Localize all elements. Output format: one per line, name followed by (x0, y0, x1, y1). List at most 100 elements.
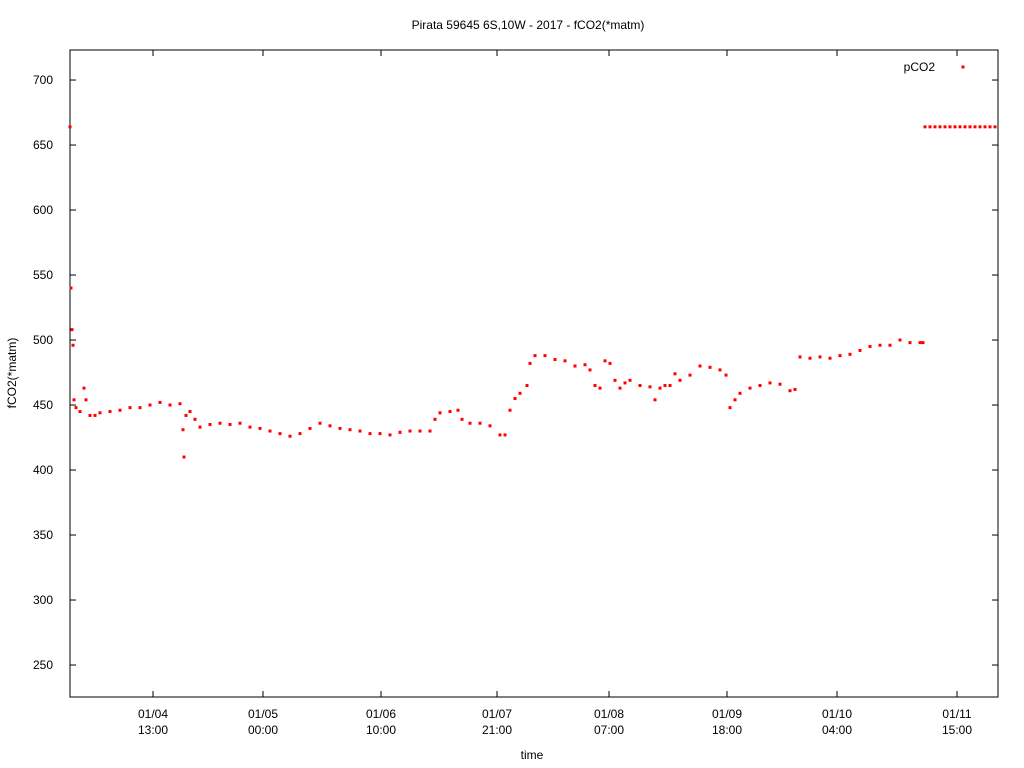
data-point (82, 386, 86, 390)
y-axis-label: fCO2(*matm) (5, 338, 19, 409)
data-point (298, 432, 302, 436)
data-point (858, 348, 862, 352)
data-point (378, 432, 382, 436)
data-point (938, 125, 942, 129)
data-point (973, 125, 977, 129)
data-point (138, 406, 142, 410)
data-point (673, 372, 677, 376)
data-point (348, 428, 352, 432)
data-point (368, 432, 372, 436)
data-point (988, 125, 992, 129)
data-point (648, 385, 652, 389)
data-point (768, 381, 772, 385)
data-point (588, 368, 592, 372)
data-point (508, 408, 512, 412)
data-point (758, 384, 762, 388)
data-point (278, 432, 282, 436)
data-point (798, 355, 802, 359)
data-point (358, 429, 362, 433)
data-point (98, 411, 102, 415)
data-point (908, 341, 912, 345)
x-tick-label: 01/06 10:00 (365, 707, 397, 737)
data-point (181, 428, 185, 432)
data-point (638, 384, 642, 388)
data-point (218, 421, 222, 425)
x-tick-label: 01/10 04:00 (821, 707, 853, 737)
data-point (478, 421, 482, 425)
x-tick-label: 01/08 07:00 (593, 707, 625, 737)
data-point (168, 403, 172, 407)
data-point (93, 413, 97, 417)
data-point (748, 386, 752, 390)
data-point (968, 125, 972, 129)
data-point (563, 359, 567, 363)
data-point (603, 359, 607, 363)
data-point (724, 373, 728, 377)
data-point (70, 328, 74, 332)
data-point (68, 125, 72, 129)
data-point (658, 386, 662, 390)
data-point (178, 402, 182, 406)
data-point (593, 384, 597, 388)
data-point (388, 433, 392, 437)
data-point (608, 361, 612, 365)
chart-title: Pirata 59645 6S,10W - 2017 - fCO2(*matm) (412, 18, 645, 32)
data-point (268, 429, 272, 433)
y-tick-label: 600 (33, 203, 53, 217)
data-point (208, 423, 212, 427)
data-point (933, 125, 937, 129)
y-tick-label: 700 (33, 73, 53, 87)
y-tick-label: 650 (33, 138, 53, 152)
data-point (943, 125, 947, 129)
data-point (448, 410, 452, 414)
data-point (818, 355, 822, 359)
data-point (958, 125, 962, 129)
data-point (88, 413, 92, 417)
data-point (718, 368, 722, 372)
data-point (888, 343, 892, 347)
data-point (338, 426, 342, 430)
data-point (228, 423, 232, 427)
data-point (598, 386, 602, 390)
data-point (878, 343, 882, 347)
data-point (793, 387, 797, 391)
data-point (108, 410, 112, 414)
data-point (528, 361, 532, 365)
data-point (182, 455, 186, 459)
data-point (678, 378, 682, 382)
data-point (953, 125, 957, 129)
y-tick-label: 550 (33, 268, 53, 282)
data-point (533, 354, 537, 358)
data-point (69, 286, 73, 290)
data-point (928, 125, 932, 129)
data-point (808, 356, 812, 360)
data-point (778, 382, 782, 386)
data-point (993, 125, 997, 129)
data-point (828, 356, 832, 360)
data-point (238, 421, 242, 425)
y-tick-label: 350 (33, 528, 53, 542)
data-point (663, 384, 667, 388)
data-point (698, 364, 702, 368)
x-tick-label: 01/05 00:00 (247, 707, 279, 737)
data-point (788, 389, 792, 393)
data-point (898, 338, 902, 342)
data-point (503, 433, 507, 437)
data-point (308, 426, 312, 430)
data-point (513, 397, 517, 401)
y-tick-label: 450 (33, 398, 53, 412)
data-point (963, 125, 967, 129)
data-point (653, 398, 657, 402)
y-tick-label: 250 (33, 658, 53, 672)
data-point (74, 406, 78, 410)
data-point (460, 417, 464, 421)
data-point (72, 398, 76, 402)
data-point (618, 386, 622, 390)
data-point (318, 421, 322, 425)
data-point (456, 408, 460, 412)
data-point (978, 125, 982, 129)
data-point (188, 410, 192, 414)
data-point (148, 403, 152, 407)
x-tick-label: 01/09 18:00 (711, 707, 743, 737)
